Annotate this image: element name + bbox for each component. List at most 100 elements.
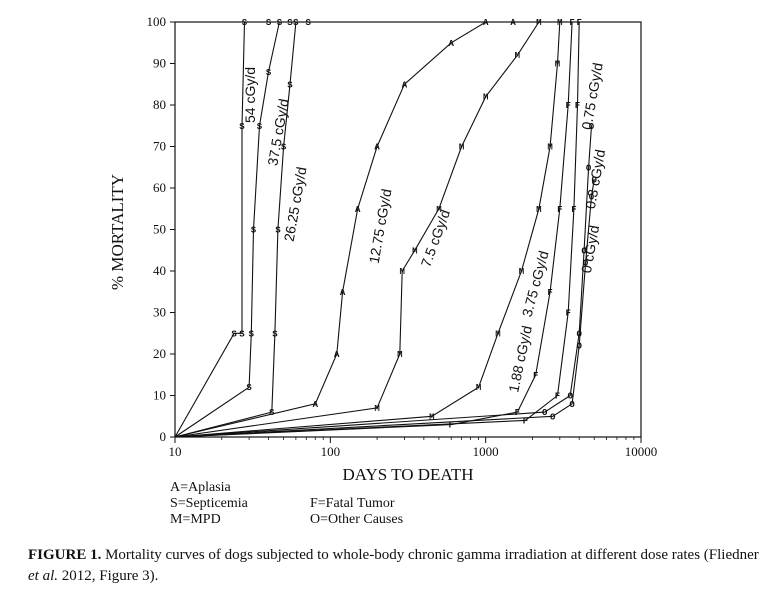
series-12-75-cgy-d: A A A A A A A A A <box>174 18 516 438</box>
data-point-marker: M <box>436 205 441 215</box>
data-point-marker: A <box>402 80 408 90</box>
y-tick-label: 0 <box>160 429 167 444</box>
data-point-marker: O <box>576 329 582 339</box>
data-point-marker: F <box>569 18 574 28</box>
data-point-marker: S <box>305 18 311 28</box>
series-line <box>174 21 580 438</box>
y-tick-label: 10 <box>153 388 166 403</box>
data-point-marker: F <box>576 18 581 28</box>
data-point-marker: F <box>575 101 580 111</box>
series-7-5-cgy-d: M M M M M M M M M <box>174 18 542 438</box>
series-line <box>174 21 513 438</box>
data-point-marker: F <box>566 309 571 319</box>
series-line <box>174 21 309 438</box>
caption-etal: et al. <box>28 568 58 584</box>
data-point-marker: F <box>571 205 576 215</box>
caption-text-before: Mortality curves of dogs subjected to wh… <box>101 547 759 563</box>
curve-label: 7.5 cGy/d <box>418 207 454 269</box>
y-tick-label: 80 <box>153 97 166 112</box>
data-point-marker: A <box>449 39 455 49</box>
series-line <box>174 21 561 438</box>
series-54-cgy-d: S SSS S <box>174 18 272 438</box>
y-tick-label: 70 <box>153 139 166 154</box>
data-point-marker: S <box>249 329 255 339</box>
data-point-marker: S <box>269 408 275 418</box>
data-point-marker: M <box>412 246 417 256</box>
data-point-marker: A <box>355 205 361 215</box>
data-point-marker: O <box>576 342 582 352</box>
data-point-marker: S <box>239 329 245 339</box>
data-point-marker: M <box>459 143 464 153</box>
data-point-marker: S <box>242 18 248 28</box>
data-point-marker: S <box>293 18 299 28</box>
data-point-marker: M <box>476 383 481 393</box>
data-point-marker: F <box>515 408 520 418</box>
data-point-marker: O <box>592 176 598 186</box>
x-tick-label: 10000 <box>625 444 658 459</box>
data-point-marker: M <box>536 18 541 28</box>
data-point-marker: F <box>449 421 454 431</box>
curve-label: 1.88 cGy/d <box>505 324 535 394</box>
x-tick-label: 1000 <box>473 444 499 459</box>
data-point-marker: S <box>272 329 278 339</box>
data-point-marker: O <box>569 400 575 410</box>
data-point-marker: F <box>557 205 562 215</box>
data-point-marker: S <box>251 226 257 236</box>
data-point-marker: O <box>567 392 573 402</box>
series-line <box>174 21 573 438</box>
series-line <box>174 21 540 438</box>
curve-label: 54 cGy/d <box>242 67 258 123</box>
data-point-marker: A <box>374 143 380 153</box>
data-point-marker: O <box>589 122 595 132</box>
data-point-marker: M <box>557 18 562 28</box>
series-line <box>174 125 593 438</box>
data-point-marker: A <box>510 18 516 28</box>
y-tick-label: 30 <box>153 305 166 320</box>
data-point-marker: M <box>397 350 402 360</box>
y-tick-label: 50 <box>153 222 166 237</box>
data-point-marker: S <box>231 329 237 339</box>
data-point-marker: O <box>550 412 556 422</box>
data-point-marker: M <box>515 51 520 61</box>
data-point-marker: S <box>246 383 252 393</box>
data-point-marker: M <box>374 404 379 414</box>
data-point-marker: M <box>399 267 404 277</box>
caption-text-after: 2012, Figure 3). <box>58 568 159 584</box>
caption-label: FIGURE 1. <box>28 547 102 563</box>
y-tick-label: 20 <box>153 346 166 361</box>
legend-item-other-causes: O=Other Causes <box>310 512 404 527</box>
legend-item-mpd: M=MPD <box>170 512 221 527</box>
data-point-marker: A <box>340 288 346 298</box>
data-point-marker: S <box>266 68 272 78</box>
legend-item-septicemia: S=Septicemia <box>170 496 248 511</box>
data-point-marker: M <box>519 267 524 277</box>
data-point-marker: S <box>266 18 272 28</box>
data-point-marker: S <box>257 122 263 132</box>
data-point-marker: O <box>589 192 595 202</box>
legend-item-fatal-tumor: F=Fatal Tumor <box>310 496 395 511</box>
data-point-marker: O <box>586 163 592 173</box>
data-point-marker: O <box>581 246 587 256</box>
series-line <box>174 21 269 438</box>
data-point-marker: S <box>239 122 245 132</box>
series-3-75-cgy-d: M M M M M M M M <box>174 18 562 438</box>
data-point-marker: S <box>287 80 293 90</box>
data-point-marker: A <box>483 18 489 28</box>
legend-item-aplasia: A=Aplasia <box>170 480 231 495</box>
data-point-marker: S <box>287 18 293 28</box>
data-point-marker: F <box>555 392 560 402</box>
data-point-marker: M <box>483 93 488 103</box>
curve-label: 37.5 cGy/d <box>264 97 292 166</box>
y-tick-label: 40 <box>153 263 166 278</box>
data-point-marker: F <box>566 101 571 111</box>
x-tick-label: 10 <box>169 444 182 459</box>
y-tick-label: 60 <box>153 180 166 195</box>
data-point-marker: S <box>277 18 283 28</box>
